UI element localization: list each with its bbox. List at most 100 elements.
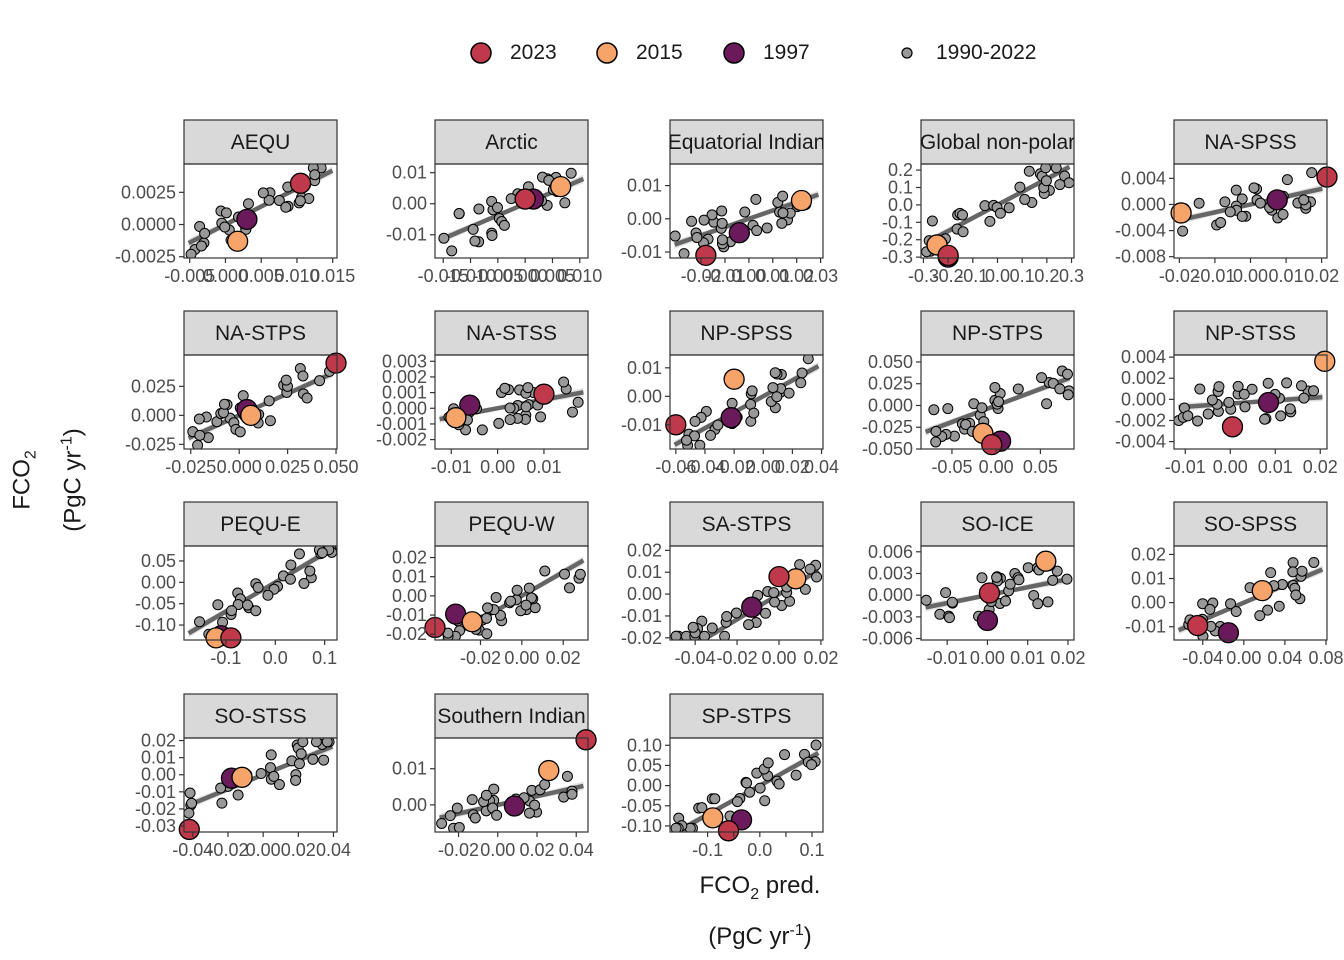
data-point: [469, 812, 481, 824]
x-tick-label: -0.1: [692, 840, 723, 860]
x-tick-label: -0.1: [210, 648, 241, 668]
data-point: [293, 758, 305, 770]
x-tick-label: -0.04: [675, 648, 716, 668]
legend-item-1990-2022: 1990-2022: [894, 30, 1036, 76]
data-point: [1219, 196, 1231, 208]
data-point: [1277, 208, 1289, 220]
x-tick-label: -0.1: [957, 266, 988, 286]
data-point: [504, 402, 516, 414]
highlight-point-2023: [575, 729, 597, 751]
data-point: [994, 207, 1006, 219]
x-tick-label: 0.050: [314, 457, 359, 477]
panel-strip: [920, 119, 1075, 165]
data-point: [768, 587, 780, 599]
data-point: [480, 789, 492, 801]
data-point: [1202, 408, 1214, 420]
panel-border: [183, 163, 338, 259]
legend-item-1997: 1997: [721, 30, 810, 76]
x-tick-label: -0.01: [431, 457, 472, 477]
x-tick-label: 0.00: [480, 457, 515, 477]
x-tick-label: -0.02: [438, 840, 479, 860]
x-tick-label: -0.3: [908, 266, 939, 286]
y-tick-label: -0.050: [862, 439, 913, 459]
y-tick-label: 0.002: [382, 367, 427, 387]
data-point: [265, 749, 277, 761]
data-point: [481, 612, 493, 624]
data-point: [1022, 562, 1034, 574]
data-point: [1225, 598, 1237, 610]
data-point: [293, 548, 305, 560]
y-tick-label: 0.02: [392, 548, 427, 568]
data-point: [558, 376, 570, 388]
y-tick-label: 0.000: [131, 405, 176, 425]
x-tick-label: 0.00: [246, 840, 281, 860]
data-point: [1193, 197, 1205, 209]
y-tick-label: 0.01: [392, 163, 427, 183]
data-point: [522, 382, 534, 394]
data-point: [316, 547, 328, 559]
data-point: [263, 395, 275, 407]
data-point: [498, 219, 510, 231]
highlight-point-2023: [978, 582, 1001, 604]
y-tick-label: -0.2: [882, 230, 913, 250]
data-point: [1281, 377, 1293, 389]
data-point: [678, 248, 690, 258]
data-point: [716, 234, 728, 246]
data-point: [1265, 567, 1277, 579]
x-tick-label: 0.00: [731, 266, 766, 286]
highlight-point-2023: [695, 244, 717, 266]
y-tick-label: -0.05: [135, 594, 176, 614]
panel-plot-area: [185, 164, 334, 258]
data-point: [926, 215, 938, 227]
x-tick-label: 0.04: [559, 840, 594, 860]
data-point: [215, 782, 227, 794]
panel-border: [920, 545, 1075, 641]
data-point: [184, 807, 195, 819]
data-point: [1014, 181, 1026, 193]
panel: Global non-polar-0.3-0.2-0.10.00.10.2-0.…: [882, 119, 1084, 286]
y-tick-label: 0.000: [868, 585, 913, 605]
x-tick-label: -0.005: [472, 266, 523, 286]
x-tick-label: -0.01: [1194, 266, 1235, 286]
x-title-fco: FCO: [699, 872, 751, 899]
data-point: [1298, 392, 1310, 404]
data-point: [466, 794, 478, 806]
data-point: [1287, 557, 1299, 569]
panel-title: PEQU-W: [468, 513, 555, 536]
x-tick-label: -0.005: [164, 266, 215, 286]
panel-strip: [669, 501, 824, 547]
data-point: [1192, 415, 1204, 427]
panel-strip: [1173, 501, 1328, 547]
y-tick-label: 0.006: [868, 542, 913, 562]
x-title-pred: pred.: [759, 872, 821, 899]
x-tick-label: 0.000: [217, 457, 262, 477]
data-point: [199, 227, 211, 239]
x-tick-label: 0.04: [1267, 648, 1302, 668]
highlight-point-2023: [1221, 416, 1244, 438]
data-point: [263, 194, 275, 206]
data-point: [242, 198, 254, 210]
y-tick-label: -0.3: [882, 247, 913, 267]
highlight-point-2015: [226, 230, 249, 252]
y-tick-label: 0.00: [141, 572, 176, 592]
data-point: [806, 759, 818, 771]
x-tick-label: 0.00: [746, 457, 781, 477]
panel: SA-STPS-0.02-0.010.000.010.02-0.04 -0.02 0…: [621, 501, 838, 668]
x-tick-label: -0.01: [1165, 457, 1206, 477]
data-point: [1061, 573, 1073, 585]
data-point: [1012, 383, 1024, 395]
panel-title: SO-STSS: [214, 705, 306, 728]
x-tick-label: 0.02: [519, 840, 554, 860]
highlight-point-2023: [768, 565, 790, 588]
data-point: [1262, 604, 1274, 616]
panel-plot-area: [1174, 377, 1323, 427]
highlight-point-1997: [1217, 622, 1240, 644]
highlight-point-2015: [550, 175, 572, 198]
y-tick-label: 0.00: [627, 776, 662, 796]
panel-strip: [183, 119, 338, 165]
x-tick-label: 0.01: [1010, 648, 1045, 668]
x-tick-label: -0.04: [172, 840, 213, 860]
data-point: [804, 563, 816, 575]
data-point: [689, 415, 701, 427]
data-point: [446, 245, 458, 257]
